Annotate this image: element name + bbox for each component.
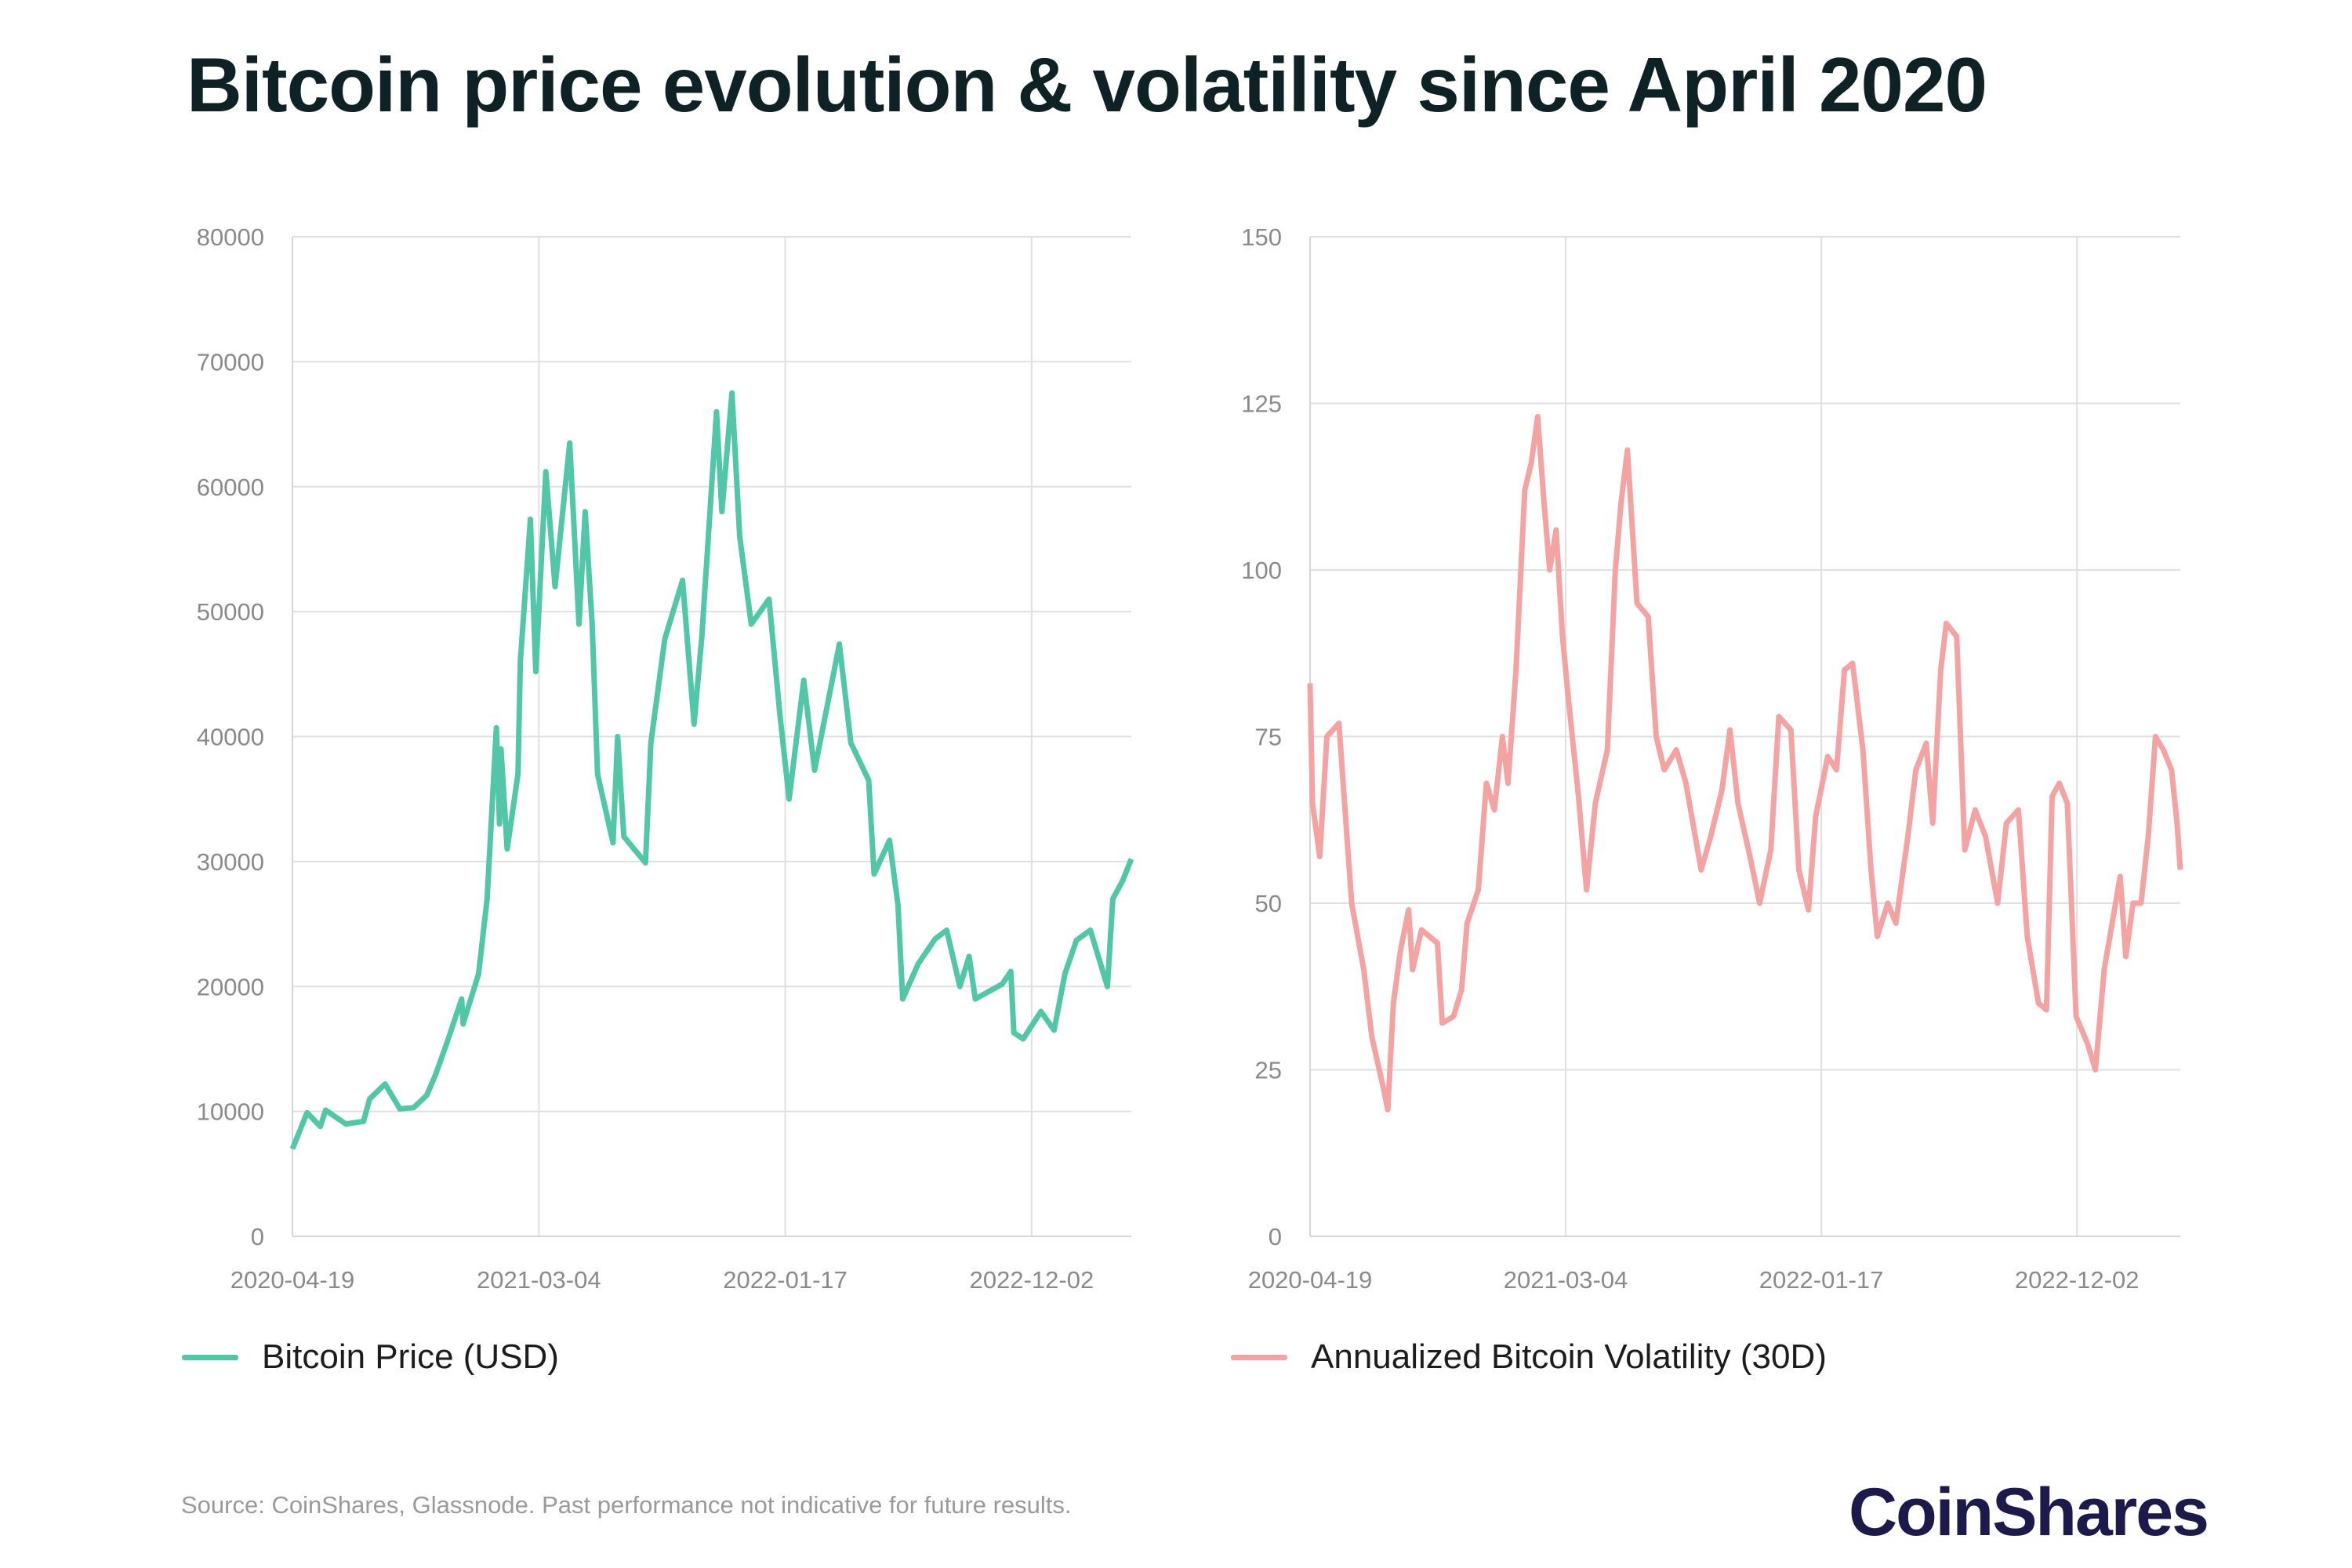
y-tick-label: 30000 [197, 848, 264, 876]
y-tick-label: 20000 [197, 973, 264, 1000]
x-tick-label: 2020-04-19 [1248, 1266, 1373, 1294]
legend-swatch-volatility [1231, 1354, 1287, 1360]
y-tick-label: 0 [251, 1223, 264, 1250]
y-tick-label: 50000 [197, 598, 264, 626]
y-tick-label: 25 [1255, 1057, 1282, 1084]
y-tick-label: 40000 [197, 724, 264, 751]
y-tick-label: 0 [1269, 1223, 1282, 1250]
legend-label-price: Bitcoin Price (USD) [262, 1338, 559, 1376]
y-tick-label: 80000 [197, 223, 264, 251]
legend-label-volatility: Annualized Bitcoin Volatility (30D) [1311, 1338, 1827, 1376]
chart-title: Bitcoin price evolution & volatility sin… [187, 42, 1987, 128]
legend-swatch-price [182, 1354, 238, 1360]
x-tick-label: 2022-01-17 [723, 1266, 848, 1294]
legend-price: Bitcoin Price (USD) [182, 1338, 559, 1377]
x-tick-label: 2022-12-02 [2015, 1266, 2140, 1294]
y-tick-label: 150 [1241, 223, 1282, 251]
x-tick-label: 2020-04-19 [230, 1266, 355, 1294]
y-tick-label: 75 [1255, 724, 1282, 751]
legend-volatility: Annualized Bitcoin Volatility (30D) [1231, 1338, 1827, 1377]
coinshares-logo: CoinShares [1849, 1475, 2209, 1550]
y-tick-label: 10000 [197, 1098, 264, 1126]
y-tick-label: 100 [1241, 557, 1282, 584]
y-tick-label: 50 [1255, 890, 1282, 917]
x-tick-label: 2021-03-04 [477, 1266, 601, 1294]
series-line [1307, 414, 2183, 1112]
x-tick-label: 2021-03-04 [1504, 1266, 1628, 1294]
source-note: Source: CoinShares, Glassnode. Past perf… [181, 1491, 1072, 1519]
y-tick-label: 125 [1241, 390, 1282, 418]
y-tick-label: 70000 [197, 348, 264, 376]
y-tick-label: 60000 [197, 474, 264, 501]
x-tick-label: 2022-01-17 [1759, 1266, 1884, 1294]
x-tick-label: 2022-12-02 [970, 1266, 1094, 1294]
series-line [289, 390, 1134, 1150]
